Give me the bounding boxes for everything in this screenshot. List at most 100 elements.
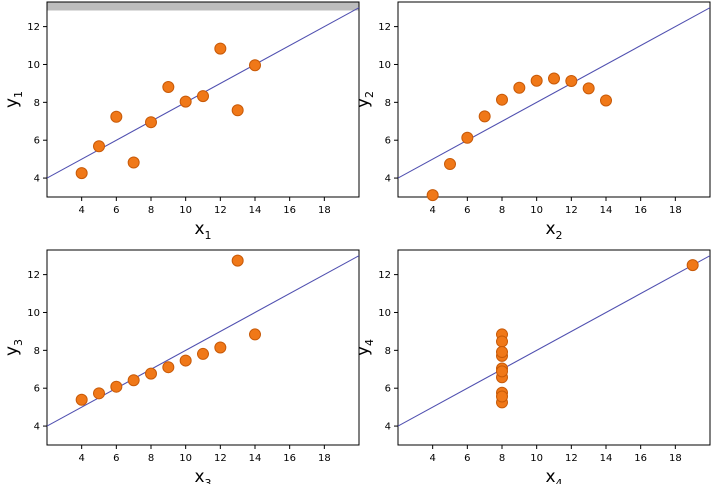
x-tick-label: 10 [179,453,192,464]
data-point [127,374,140,387]
data-point [75,393,88,406]
x-axis-label: x1 [194,219,211,242]
x-tick-label: 18 [669,453,682,464]
y-tick-label: 6 [385,384,391,395]
data-point [127,156,140,169]
data-point [231,254,244,267]
regression-line [398,7,710,179]
x-tick-label: 14 [600,205,613,216]
x-tick-label: 14 [249,453,262,464]
data-point [249,59,261,72]
x-tick-label: 10 [530,205,543,216]
data-point [496,365,508,378]
data-point [582,82,595,95]
y-tick-label: 10 [378,308,391,319]
x-tick-label: 12 [565,453,578,464]
x-tick-label: 18 [318,205,331,216]
y-tick-label: 8 [385,346,391,357]
x-tick-label: 6 [464,453,470,464]
y-tick-label: 4 [385,174,391,185]
x-axis-label: x2 [545,219,562,242]
data-point [444,158,456,171]
y-tick-label: 12 [378,22,391,33]
x-tick-label: 14 [249,205,262,216]
x-tick-label: 16 [634,205,647,216]
x-tick-label: 8 [499,205,505,216]
y-tick-label: 12 [378,270,391,281]
y-tick-label: 10 [27,308,40,319]
data-point [197,90,209,103]
y-axis-label: y1 [2,91,25,108]
x-tick-label: 6 [113,205,119,216]
x-tick-label: 18 [669,205,682,216]
data-point [686,259,699,272]
x-tick-label: 10 [179,205,192,216]
x-tick-label: 16 [283,205,296,216]
x-axis-label: x4 [545,467,562,484]
x-tick-label: 4 [429,453,435,464]
y-tick-label: 12 [27,22,40,33]
y-tick-label: 10 [378,60,391,71]
x-tick-label: 12 [214,205,227,216]
x-tick-label: 12 [214,453,227,464]
plot-frame [46,249,360,446]
y-axis-label: y2 [353,91,376,108]
x-axis-label: x3 [194,467,211,484]
data-point [197,347,209,360]
data-point [548,72,560,85]
x-tick-label: 8 [148,453,154,464]
data-point [496,335,508,348]
x-tick-label: 4 [78,205,84,216]
x-tick-label: 10 [530,453,543,464]
data-point [179,354,192,367]
y-tick-label: 10 [27,60,40,71]
y-tick-label: 8 [385,98,391,109]
data-point [93,387,105,400]
y-tick-label: 8 [34,98,40,109]
data-point [110,110,123,123]
data-point [249,328,261,341]
data-point [478,110,491,123]
data-point [461,131,474,144]
regression-line [398,255,710,427]
data-point [496,390,508,403]
y-tick-label: 8 [34,346,40,357]
data-point [496,93,508,106]
data-point [162,361,175,374]
plot-frame [397,249,711,446]
data-point [513,81,526,94]
y-tick-label: 6 [34,136,40,147]
y-tick-label: 6 [34,384,40,395]
y-tick-label: 12 [27,270,40,281]
y-tick-label: 4 [385,422,391,433]
data-point [600,94,612,107]
data-point [214,42,227,55]
y-axis-label: y4 [353,339,376,356]
data-point [110,380,123,393]
y-tick-label: 4 [34,174,40,185]
x-tick-label: 4 [78,453,84,464]
top-shading [47,2,359,11]
y-tick-label: 6 [385,136,391,147]
data-point [496,346,508,359]
data-point [530,74,543,87]
data-point [145,367,157,380]
x-tick-label: 6 [464,205,470,216]
data-point [565,74,578,87]
y-axis-label: y3 [2,339,25,356]
x-tick-label: 6 [113,453,119,464]
data-point [162,81,175,94]
data-point [93,140,105,153]
x-tick-label: 8 [499,453,505,464]
x-tick-label: 14 [600,453,613,464]
x-tick-label: 4 [429,205,435,216]
y-tick-label: 4 [34,422,40,433]
x-tick-label: 8 [148,205,154,216]
x-tick-label: 16 [634,453,647,464]
data-point [179,95,192,108]
data-point [231,104,244,117]
